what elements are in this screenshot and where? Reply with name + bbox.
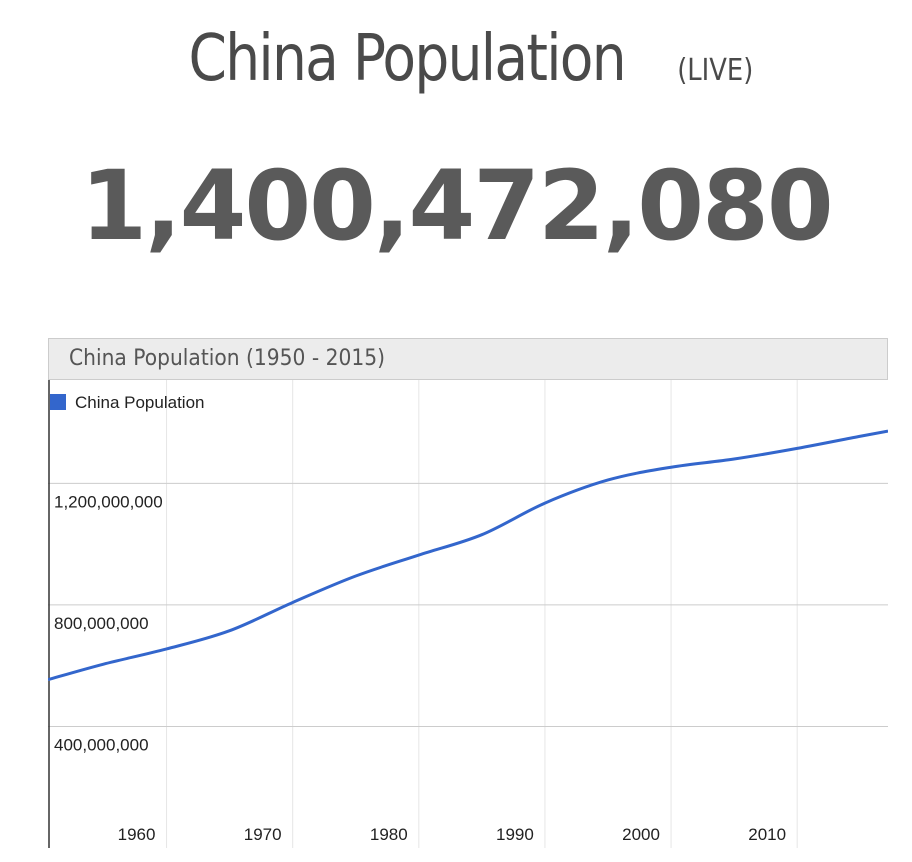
chart-container: 400,000,000 800,000,000 1,200,000,000 1960 1… — [48, 338, 888, 848]
chart-header: China Population (1950 - 2015) — [48, 338, 888, 380]
population-counter: 1,400,472,080 — [80, 150, 833, 262]
chart-title: China Population (1950 - 2015) — [69, 346, 386, 371]
legend-label: China Population — [75, 393, 204, 412]
legend-swatch — [50, 394, 66, 410]
y-tick-label: 1,200,000,000 — [54, 492, 163, 511]
page-title-text: China Population — [188, 22, 626, 96]
series-line-china-population — [48, 429, 888, 682]
x-tick-label: 2000 — [622, 825, 660, 844]
x-tick-label: 1980 — [370, 825, 408, 844]
y-tick-label: 400,000,000 — [54, 735, 149, 754]
x-tick-label: 1960 — [118, 825, 156, 844]
x-tick-label: 1970 — [244, 825, 282, 844]
x-tick-label: 2010 — [748, 825, 786, 844]
live-label: (LIVE) — [676, 53, 753, 88]
x-tick-label: 1990 — [496, 825, 534, 844]
y-tick-label: 800,000,000 — [54, 614, 149, 633]
page-title: China Population (LIVE) — [0, 22, 912, 96]
population-chart: 400,000,000 800,000,000 1,200,000,000 1960 1… — [48, 380, 888, 848]
